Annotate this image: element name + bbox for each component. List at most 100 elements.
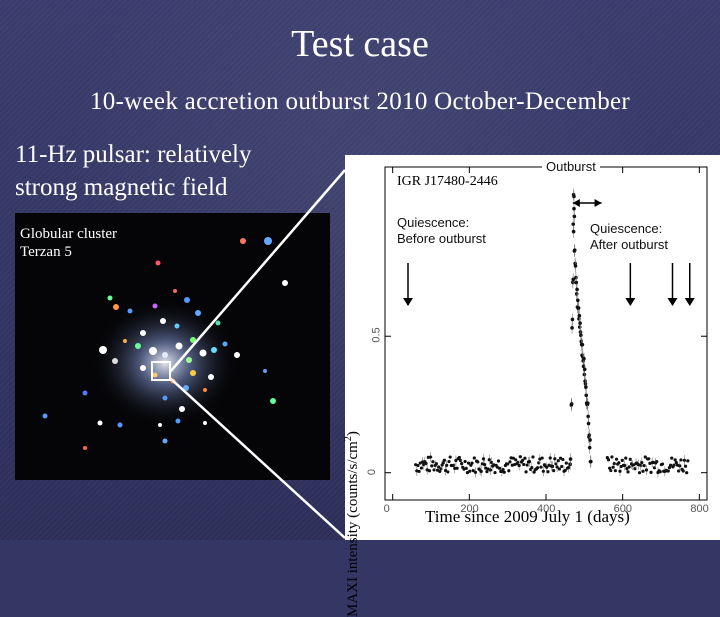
data-point (576, 298, 580, 303)
data-point (639, 463, 643, 467)
data-point (525, 463, 529, 467)
chart-title: IGR J17480-2446 (397, 174, 498, 189)
data-point (577, 325, 582, 329)
data-point (652, 466, 657, 470)
data-point (637, 471, 642, 475)
quiescence-before-label: Quiescence: Before outburst (397, 215, 486, 247)
quiescence-after-line-2: After outburst (590, 237, 669, 252)
data-point (535, 466, 540, 470)
data-point (609, 468, 613, 473)
data-point (677, 469, 681, 473)
before-arrow-head (403, 298, 413, 306)
data-point (511, 456, 516, 460)
after-arrow-head (684, 298, 695, 306)
data-point (466, 461, 471, 465)
light-curve-plot: MAXI intensity (counts/s/cm2) IGR J17480… (343, 155, 720, 617)
y-tick-label: 0.5 (370, 327, 383, 343)
data-point (585, 401, 590, 405)
data-point (514, 458, 518, 462)
x-tick-label: 200 (460, 503, 479, 515)
data-point (441, 461, 445, 465)
data-point (443, 468, 448, 473)
outburst-span-head-right (594, 199, 602, 207)
data-point (567, 465, 571, 470)
data-point (531, 455, 535, 459)
data-point (649, 470, 653, 474)
data-point (576, 306, 581, 310)
data-point (554, 462, 558, 466)
data-point (455, 466, 459, 470)
data-point (686, 459, 690, 463)
data-point (472, 456, 476, 460)
data-point (552, 469, 556, 473)
data-point (561, 457, 565, 462)
data-point (573, 264, 578, 268)
data-point (419, 466, 424, 470)
data-point (555, 465, 559, 469)
pulsar-line-2: strong magnetic field (15, 174, 228, 201)
data-point (620, 458, 624, 462)
data-point (673, 458, 677, 462)
data-point (558, 456, 563, 460)
data-point (640, 460, 644, 465)
data-point (578, 321, 582, 325)
data-point (670, 456, 674, 460)
data-point (448, 455, 452, 459)
data-point (539, 465, 543, 469)
data-point (493, 470, 497, 475)
after-arrow-head (625, 298, 636, 306)
data-point (568, 457, 573, 461)
data-point (560, 464, 564, 469)
data-point (575, 287, 579, 292)
data-point (628, 457, 632, 461)
data-point (446, 470, 450, 474)
data-point (502, 470, 506, 474)
data-point (420, 460, 425, 464)
data-point (655, 459, 659, 464)
data-point (517, 463, 521, 468)
after-arrow-head (667, 298, 678, 306)
quiescence-before-line-2: Before outburst (397, 231, 486, 246)
cluster-image: Globular cluster Terzan 5 (15, 213, 330, 480)
data-point (572, 214, 577, 219)
data-point (523, 456, 527, 460)
y-axis-label: MAXI intensity (counts/s/cm2) (343, 431, 361, 617)
data-point (527, 460, 532, 464)
x-tick-label: 600 (613, 503, 633, 515)
data-point (471, 469, 475, 473)
data-point (572, 206, 576, 211)
data-point (574, 280, 579, 285)
data-point (553, 457, 557, 461)
y-tick-label: 0 (366, 468, 379, 475)
data-point (582, 372, 587, 377)
data-point (501, 468, 505, 472)
data-point (613, 469, 617, 473)
data-point (606, 458, 611, 462)
data-point (583, 381, 588, 386)
data-point (587, 433, 592, 438)
cluster-label-line-1: Globular cluster (20, 226, 118, 242)
data-point (563, 468, 567, 473)
data-point (588, 438, 592, 442)
data-point (437, 465, 441, 469)
quiescence-after-label: Quiescence: After outburst (590, 221, 668, 253)
data-point (578, 330, 583, 334)
data-point (681, 469, 685, 473)
data-point (678, 464, 682, 468)
data-point (460, 462, 464, 466)
data-point (431, 460, 435, 464)
data-point (557, 467, 562, 471)
data-point (417, 469, 421, 474)
data-point (430, 464, 434, 468)
data-point (457, 455, 461, 460)
data-point (522, 462, 526, 467)
cluster-label: Globular cluster Terzan 5 (20, 225, 117, 261)
data-point (524, 470, 528, 474)
x-tick-label: 400 (537, 503, 556, 515)
data-point (476, 460, 480, 464)
light-curve-canvas (384, 166, 708, 501)
data-point (589, 459, 593, 464)
slide-subtitle: 10-week accretion outburst 2010 October-… (89, 88, 631, 115)
data-point (622, 463, 627, 468)
data-point (568, 462, 572, 467)
